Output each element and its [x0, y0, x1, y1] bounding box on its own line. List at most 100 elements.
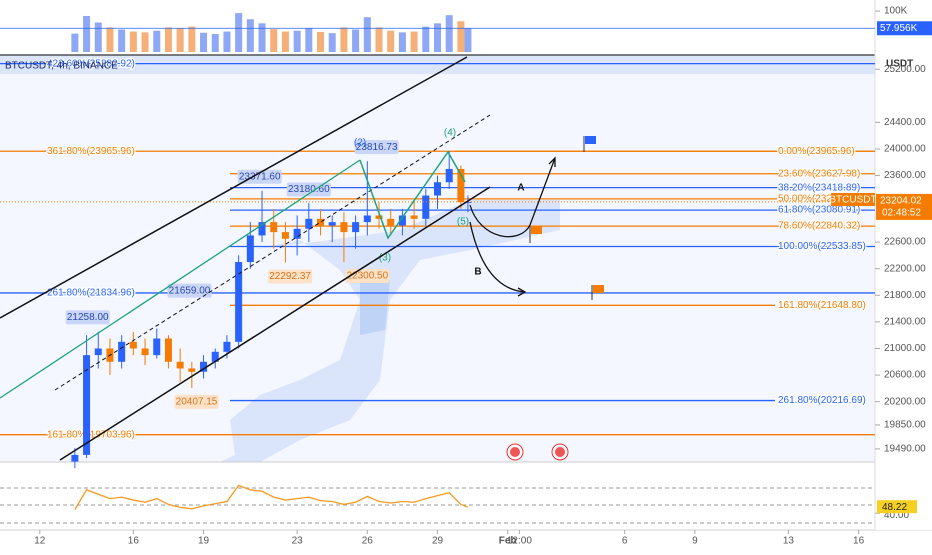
volume-bar — [375, 27, 383, 52]
volume-bar — [129, 31, 137, 52]
volume-bar — [281, 31, 289, 52]
flag — [591, 285, 604, 300]
pivot-box — [268, 269, 313, 284]
x-tick-label: 16 — [853, 536, 865, 547]
volume-bar — [457, 21, 465, 52]
fib-label: 38.20%(23418.89) — [778, 182, 860, 193]
candle-body — [352, 222, 360, 233]
volume-bar — [200, 32, 208, 52]
x-tick-label: 29 — [432, 536, 444, 547]
volume-bar — [71, 33, 79, 52]
cloud — [360, 280, 390, 335]
volume-bar — [246, 19, 254, 52]
arrowhead — [517, 287, 527, 297]
wave-label: (5) — [457, 217, 469, 228]
candle-body — [153, 338, 161, 356]
fib-label: 161.80%(19703.96) — [47, 429, 135, 440]
price-axis — [875, 0, 932, 530]
rsi-last-label: 48.22 — [882, 502, 907, 513]
x-tick-label: 16 — [128, 536, 140, 547]
plot: 423.60%(25282.92) 361.80%(23965.96) 0.00%(… — [0, 13, 875, 510]
pivot-label: 23371.60 — [239, 171, 281, 182]
y-tick-label: 22600.00 — [884, 237, 926, 248]
x-tick-label: Feb — [499, 536, 517, 547]
y-tick-label: 19850.00 — [884, 420, 926, 431]
volume-bar — [352, 29, 360, 52]
rsi-line — [74, 484, 469, 510]
volume-bar — [153, 30, 161, 52]
y-tick-label: 24000.00 — [884, 144, 926, 155]
fib-label: 261.80%(21834.96) — [47, 288, 135, 299]
pivot-label: 20407.15 — [176, 397, 218, 408]
candle-body — [71, 454, 79, 462]
cloud — [220, 200, 560, 462]
wave-line — [359, 150, 466, 240]
y-tick-label: 20200.00 — [884, 396, 926, 407]
event-icon — [506, 443, 524, 461]
candle-body — [340, 222, 348, 233]
y-tick-label: 22200.00 — [884, 263, 926, 274]
flag — [529, 226, 542, 243]
volume-bar — [410, 31, 418, 52]
pivot-box — [65, 310, 110, 325]
countdown: 02:48:52 — [882, 208, 921, 219]
header-band — [0, 55, 875, 74]
plot-background — [0, 74, 875, 462]
candle-body — [83, 355, 91, 455]
candle-body — [223, 341, 231, 352]
y-tick-label: 23600.00 — [884, 170, 926, 181]
volume-bar — [94, 22, 102, 52]
candle-body — [457, 168, 465, 203]
volume-bar — [235, 13, 243, 52]
volume-bar — [305, 28, 313, 52]
y-tick-label: 21800.00 — [884, 290, 926, 301]
candle-body — [246, 235, 254, 263]
candle-body — [398, 215, 406, 226]
candle-body — [375, 215, 383, 219]
candle-body — [118, 341, 126, 362]
symbol-tag — [831, 193, 875, 206]
volume-bar — [106, 27, 114, 52]
wave-label: (2) — [354, 138, 366, 149]
rsi-tag — [877, 500, 917, 514]
candle-body — [317, 218, 325, 226]
candle-body — [270, 222, 278, 233]
fib-label: 161.80%(21648.80) — [778, 300, 866, 311]
volume-tick-label: 100K — [884, 6, 908, 17]
chart-title: BTCUSDT, 4h, BINANCE — [5, 61, 118, 72]
volume-bar — [211, 33, 219, 52]
volume-bar — [118, 29, 126, 52]
pivot-label: 22300.50 — [346, 271, 388, 282]
candle-body — [211, 351, 219, 362]
candle-body — [176, 361, 184, 369]
y-tick-label: 20600.00 — [884, 370, 926, 381]
fib-label: 61.80%(23080.91) — [778, 205, 860, 216]
channel-lower — [59, 186, 491, 461]
candle-body — [410, 215, 418, 219]
x-tick-label: 26 — [362, 536, 374, 547]
fib-label: 78.60%(22840.32) — [778, 221, 860, 232]
symbol-label: BTCUSDT — [829, 195, 876, 206]
volume-last-label: 57.956K — [880, 23, 918, 34]
candle-body — [164, 338, 172, 362]
pivot-label: 21258.00 — [67, 312, 109, 323]
scenario-label: B — [474, 267, 481, 278]
x-tick-label: 19 — [198, 536, 210, 547]
scenario-b-arrow — [469, 221, 526, 293]
y-tick-label: 21400.00 — [884, 317, 926, 328]
last-price-label: 23204.02 — [880, 196, 922, 207]
y-tick-label: 25200.00 — [884, 64, 926, 75]
candle-body — [235, 262, 243, 342]
event-icon — [551, 443, 569, 461]
pivot-label: 23816.73 — [356, 142, 398, 153]
y-tick-label: 21000.00 — [884, 343, 926, 354]
x-tick-label: 23 — [292, 536, 304, 547]
wave-label: (4) — [444, 128, 456, 139]
fib-label: 100.00%(22533.85) — [778, 241, 866, 252]
candle-body — [363, 215, 371, 223]
x-tick-label: 12 — [34, 536, 46, 547]
currency-label: USDT — [886, 59, 913, 70]
volume-bar — [340, 27, 348, 52]
scenario-a-arrow — [469, 157, 556, 238]
